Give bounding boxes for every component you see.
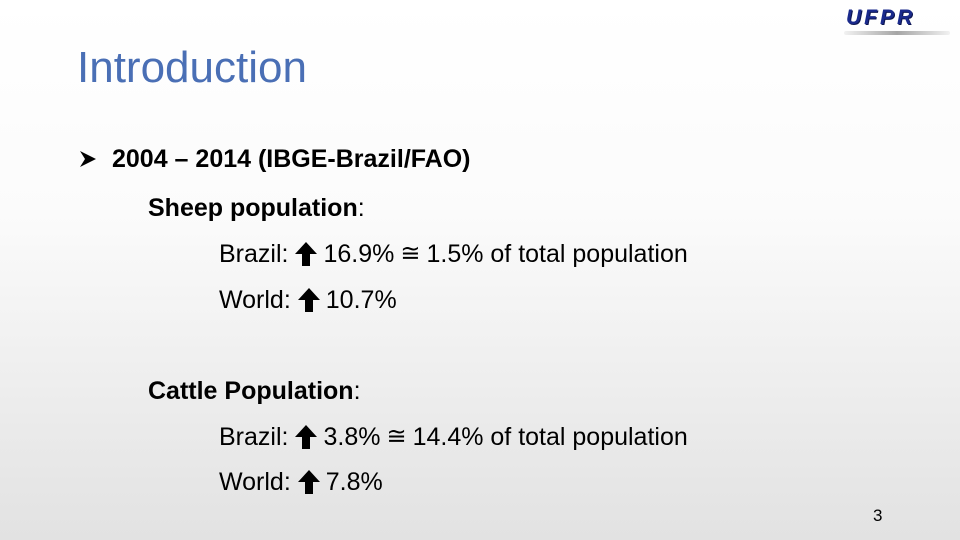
- sheep-world-label: World:: [219, 286, 291, 314]
- cattle-world-row: World: 7.8%: [219, 466, 383, 498]
- cattle-brazil-share: 14.4% of total population: [412, 423, 688, 451]
- up-arrow-icon: [297, 470, 320, 494]
- cattle-brazil-label: Brazil:: [219, 423, 289, 451]
- sheep-world-increase: 10.7%: [325, 286, 397, 314]
- bullet-text: 2004 – 2014 (IBGE-Brazil/FAO): [112, 144, 471, 173]
- sheep-heading-label: Sheep population: [148, 194, 358, 222]
- bullet-item: 2004 – 2014 (IBGE-Brazil/FAO): [79, 142, 470, 176]
- approx-equal-symbol: ≅: [386, 423, 407, 450]
- approx-equal-symbol: ≅: [400, 240, 421, 267]
- up-arrow-icon: [295, 425, 318, 449]
- logo-underline: [844, 31, 950, 35]
- cattle-world-label: World:: [219, 468, 291, 496]
- slide-title: Introduction: [77, 43, 307, 92]
- sheep-brazil-label: Brazil:: [219, 240, 289, 268]
- up-arrow-icon: [297, 288, 320, 312]
- sheep-brazil-row: Brazil: 16.9% ≅ 1.5% of total population: [219, 238, 688, 270]
- arrowhead-bullet-icon: [80, 151, 96, 167]
- cattle-brazil-increase: 3.8%: [323, 423, 381, 451]
- sheep-world-row: World: 10.7%: [219, 284, 397, 316]
- cattle-heading-colon: :: [353, 377, 361, 405]
- cattle-heading: Cattle Population:: [148, 375, 361, 407]
- ufpr-logo: UFPR: [846, 6, 916, 29]
- sheep-heading-colon: :: [357, 194, 365, 222]
- cattle-world-increase: 7.8%: [325, 468, 383, 496]
- sheep-heading: Sheep population:: [148, 192, 365, 224]
- cattle-brazil-row: Brazil: 3.8% ≅ 14.4% of total population: [219, 421, 688, 453]
- page-number: 3: [873, 506, 883, 525]
- cattle-heading-label: Cattle Population: [148, 377, 354, 405]
- up-arrow-icon: [295, 242, 318, 266]
- sheep-brazil-increase: 16.9%: [323, 240, 395, 268]
- sheep-brazil-share: 1.5% of total population: [426, 240, 688, 268]
